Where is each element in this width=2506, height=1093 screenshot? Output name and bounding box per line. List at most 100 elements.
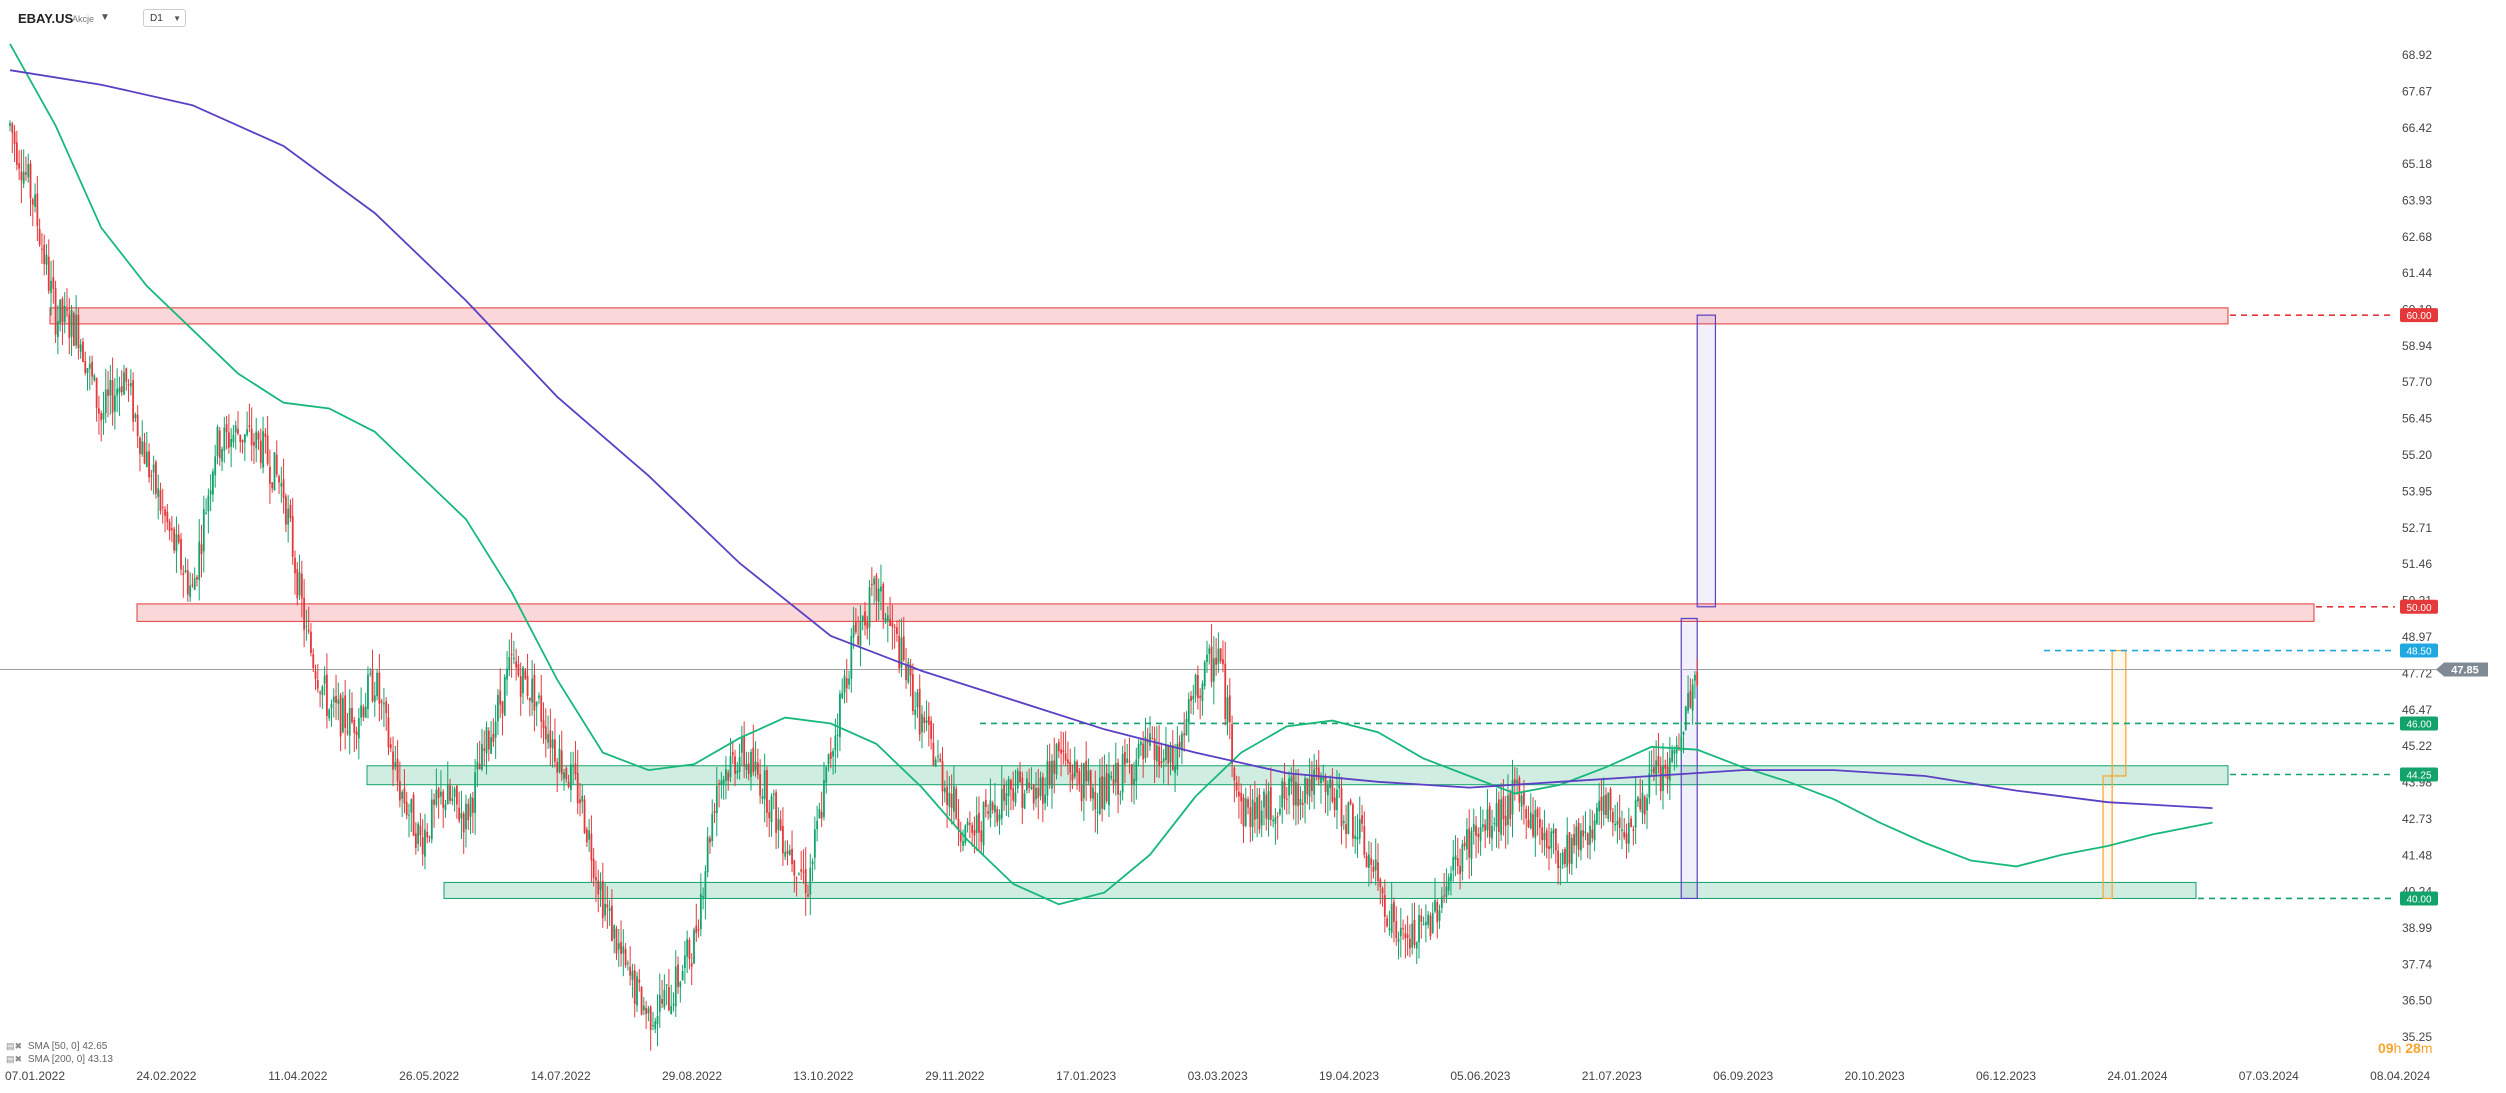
candle: [1486, 789, 1489, 838]
candle-body: [1281, 781, 1284, 808]
candle: [802, 849, 805, 884]
candles-group: [9, 120, 1699, 1051]
candle: [1149, 716, 1151, 751]
candle: [1418, 904, 1420, 959]
candle: [248, 403, 251, 433]
candle: [1484, 819, 1487, 849]
candle: [1372, 859, 1375, 879]
candle: [1470, 827, 1473, 877]
candle-body: [1561, 852, 1564, 865]
candle-body: [273, 452, 276, 491]
candle: [1130, 763, 1133, 803]
candle-body: [968, 823, 971, 825]
candle-body: [214, 456, 217, 476]
y-tick-label: 46.47: [2402, 703, 2432, 717]
candle: [734, 749, 736, 787]
candle: [467, 798, 470, 830]
candle-body: [900, 637, 903, 668]
candle-body: [588, 830, 591, 840]
candle-body: [1285, 798, 1288, 800]
candle-body: [1181, 734, 1183, 751]
candle-body: [380, 701, 383, 703]
candle-body: [674, 966, 677, 1007]
candle: [996, 805, 999, 827]
candle-body: [50, 280, 52, 293]
candle-body: [572, 765, 575, 767]
candle: [512, 640, 515, 665]
x-tick-label: 14.07.2022: [531, 1069, 591, 1083]
candle-body: [1422, 924, 1425, 926]
candle-body: [1367, 854, 1370, 868]
candle-body: [25, 172, 27, 175]
candle: [775, 789, 777, 849]
settings-icon[interactable]: ▤✖: [6, 1041, 23, 1051]
settings-icon[interactable]: ▤✖: [6, 1054, 23, 1064]
candle: [141, 420, 144, 457]
symbol-label[interactable]: EBAY.US: [18, 11, 74, 26]
candle: [1263, 788, 1265, 826]
candle: [200, 524, 203, 578]
candle-body: [902, 636, 905, 661]
candle: [1178, 735, 1181, 758]
candle-body: [754, 761, 757, 771]
candle: [560, 730, 563, 781]
candle-body: [364, 706, 367, 718]
legend-sma-50[interactable]: ▤✖ SMA [50, 0] 42.65: [6, 1041, 107, 1052]
candle: [640, 986, 643, 1016]
candle-body: [392, 751, 394, 770]
candle: [677, 956, 679, 994]
candle-body: [1682, 731, 1685, 735]
candle: [629, 946, 632, 986]
candle: [1424, 904, 1427, 943]
candle-body: [1356, 837, 1359, 840]
candle-body: [1155, 744, 1158, 762]
candle: [337, 682, 340, 721]
candle: [585, 826, 588, 847]
candle: [41, 232, 43, 264]
candle: [857, 616, 860, 646]
candle-body: [720, 780, 723, 785]
candle: [1534, 800, 1537, 857]
candle-body: [955, 788, 958, 819]
timeframe-select[interactable]: D1 ▼: [143, 9, 186, 27]
candle-body: [857, 635, 860, 645]
candle: [499, 668, 502, 719]
candle-body: [1689, 690, 1692, 708]
candle-body: [1178, 742, 1181, 749]
candle-body: [1274, 817, 1277, 824]
candle-body: [389, 744, 392, 749]
candle-body: [1479, 827, 1482, 842]
candle-body: [1078, 771, 1081, 784]
candle-body: [207, 495, 210, 512]
candle: [1552, 823, 1555, 855]
candle: [1194, 673, 1197, 703]
candle: [481, 728, 483, 772]
candle: [1477, 827, 1480, 854]
candle-body: [911, 674, 914, 712]
candle: [287, 495, 290, 543]
candle-body: [1228, 695, 1231, 723]
candle-body: [658, 994, 661, 1012]
candle: [1219, 647, 1222, 664]
candle: [221, 446, 223, 472]
candle-body: [738, 756, 741, 772]
candle-body: [1326, 785, 1329, 796]
candle: [341, 691, 344, 734]
candle: [809, 853, 812, 915]
candle-body: [1304, 778, 1306, 804]
candle: [679, 980, 682, 1003]
candle: [873, 575, 876, 605]
candle-body: [1570, 837, 1573, 864]
candle-body: [152, 464, 155, 473]
candle-body: [898, 635, 901, 669]
candle: [360, 687, 363, 726]
caret-down-icon[interactable]: ▼: [100, 12, 110, 23]
candle-body: [1424, 921, 1427, 926]
candle-body: [595, 877, 597, 881]
candle-body: [134, 414, 137, 419]
candle-body: [72, 313, 75, 346]
candle-body: [237, 428, 239, 434]
legend-sma-200[interactable]: ▤✖ SMA [200, 0] 43.13: [6, 1054, 113, 1065]
candle-body: [1160, 761, 1163, 764]
